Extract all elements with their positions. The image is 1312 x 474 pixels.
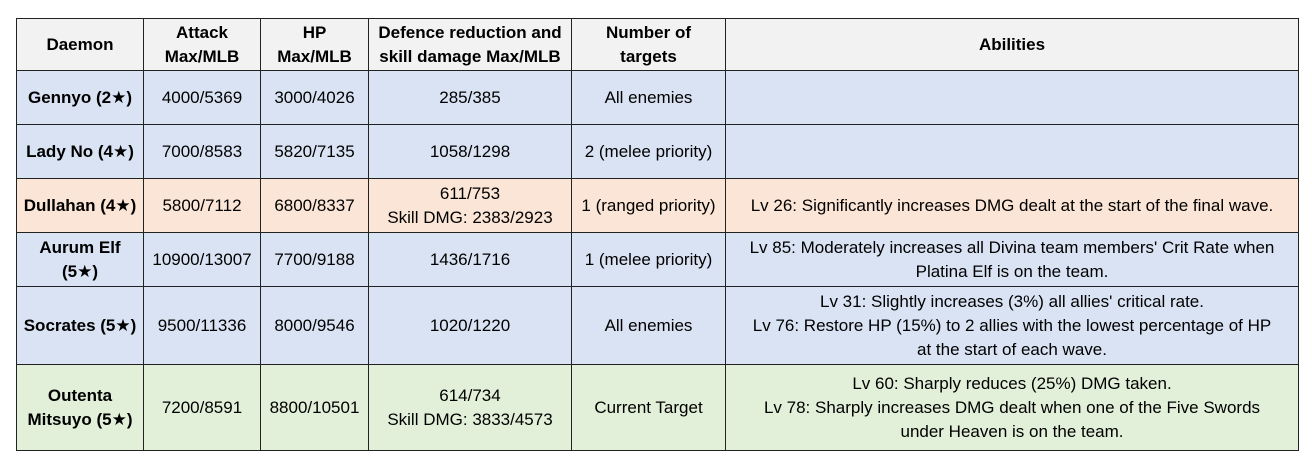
daemon-table: Daemon Attack Max/MLB HP Max/MLB Defence…	[16, 18, 1299, 451]
hp-cell: 3000/4026	[260, 70, 369, 125]
defence-cell: 614/734 Skill DMG: 3833/4573	[368, 364, 572, 451]
abilities-cell: Lv 26: Significantly increases DMG dealt…	[725, 178, 1299, 233]
table-row: Lady No (4★) 7000/8583 5820/7135 1058/12…	[16, 124, 1299, 179]
abilities-cell	[725, 70, 1299, 125]
defence-cell: 1058/1298	[368, 124, 572, 179]
attack-cell: 7200/8591	[143, 364, 261, 451]
defence-cell: 611/753 Skill DMG: 2383/2923	[368, 178, 572, 233]
daemon-name-cell: Outenta Mitsuyo (5★)	[16, 364, 144, 451]
daemon-name-cell: Gennyo (2★)	[16, 70, 144, 125]
abilities-cell: Lv 31: Slightly increases (3%) all allie…	[725, 286, 1299, 365]
targets-cell: All enemies	[571, 286, 726, 365]
abilities-cell: Lv 85: Moderately increases all Divina t…	[725, 232, 1299, 287]
header-targets: Number of targets	[571, 18, 726, 71]
defence-cell: 1436/1716	[368, 232, 572, 287]
attack-cell: 9500/11336	[143, 286, 261, 365]
targets-cell: 1 (ranged priority)	[571, 178, 726, 233]
abilities-cell	[725, 124, 1299, 179]
hp-cell: 8800/10501	[260, 364, 369, 451]
attack-cell: 10900/13007	[143, 232, 261, 287]
targets-cell: All enemies	[571, 70, 726, 125]
daemon-name-cell: Aurum Elf (5★)	[16, 232, 144, 287]
daemon-name-cell: Lady No (4★)	[16, 124, 144, 179]
targets-cell: 1 (melee priority)	[571, 232, 726, 287]
attack-cell: 5800/7112	[143, 178, 261, 233]
defence-cell: 1020/1220	[368, 286, 572, 365]
header-attack: Attack Max/MLB	[143, 18, 261, 71]
header-hp: HP Max/MLB	[260, 18, 369, 71]
header-daemon: Daemon	[16, 18, 144, 71]
hp-cell: 7700/9188	[260, 232, 369, 287]
table-row: Aurum Elf (5★) 10900/13007 7700/9188 143…	[16, 232, 1299, 287]
abilities-cell: Lv 60: Sharply reduces (25%) DMG taken. …	[725, 364, 1299, 451]
hp-cell: 6800/8337	[260, 178, 369, 233]
table-row: Dullahan (4★) 5800/7112 6800/8337 611/75…	[16, 178, 1299, 233]
header-defence: Defence reduction and skill damage Max/M…	[368, 18, 572, 71]
table-row: Outenta Mitsuyo (5★) 7200/8591 8800/1050…	[16, 364, 1299, 451]
table-row: Socrates (5★) 9500/11336 8000/9546 1020/…	[16, 286, 1299, 365]
header-abilities: Abilities	[725, 18, 1299, 71]
attack-cell: 7000/8583	[143, 124, 261, 179]
daemon-name-cell: Dullahan (4★)	[16, 178, 144, 233]
daemon-name-cell: Socrates (5★)	[16, 286, 144, 365]
hp-cell: 5820/7135	[260, 124, 369, 179]
attack-cell: 4000/5369	[143, 70, 261, 125]
header-row: Daemon Attack Max/MLB HP Max/MLB Defence…	[16, 18, 1299, 71]
table-row: Gennyo (2★) 4000/5369 3000/4026 285/385 …	[16, 70, 1299, 125]
hp-cell: 8000/9546	[260, 286, 369, 365]
targets-cell: Current Target	[571, 364, 726, 451]
defence-cell: 285/385	[368, 70, 572, 125]
targets-cell: 2 (melee priority)	[571, 124, 726, 179]
